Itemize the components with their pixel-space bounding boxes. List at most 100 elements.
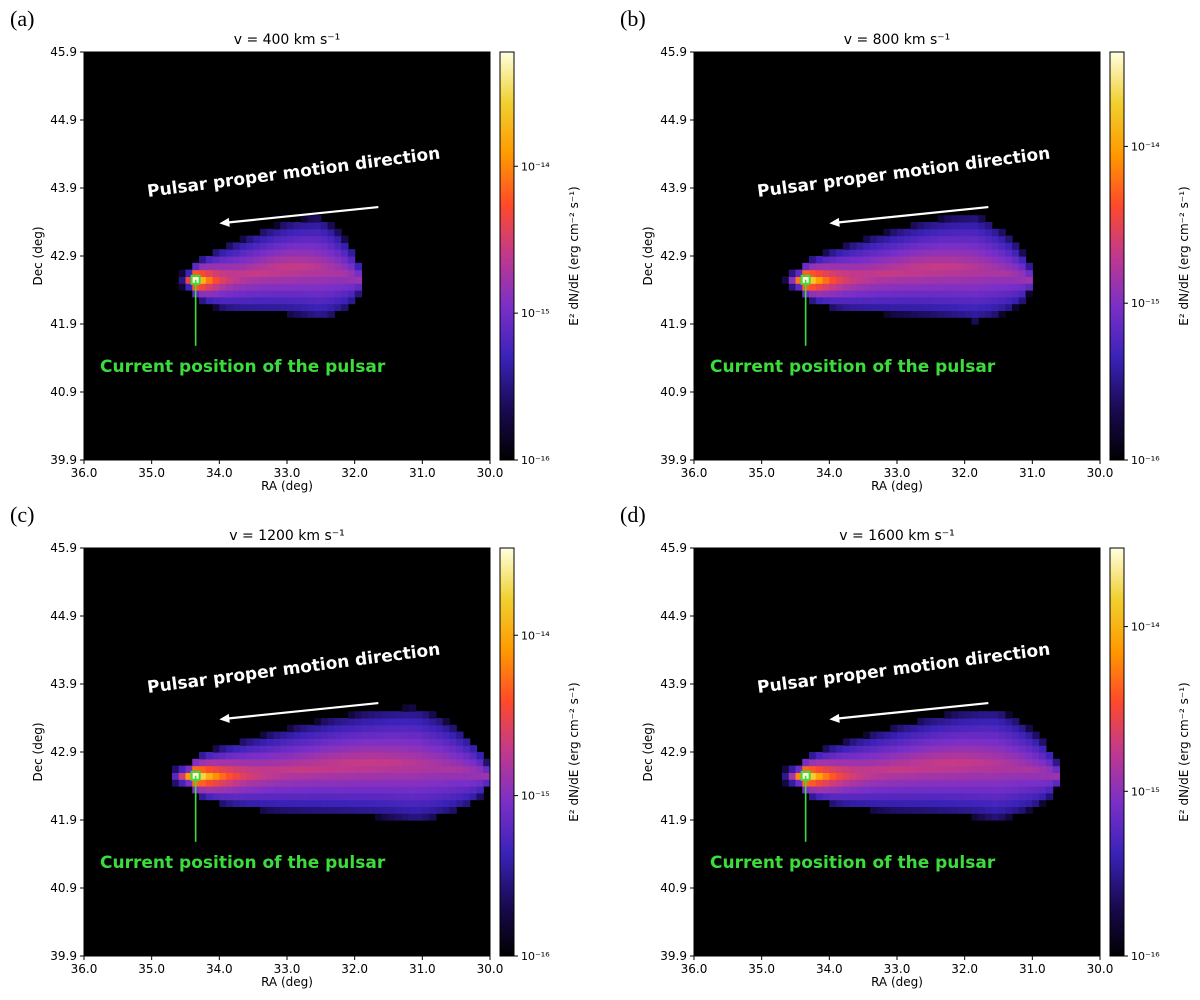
heatmap-cell [951, 249, 959, 257]
heatmap-cell [239, 303, 247, 311]
heatmap-cell [957, 249, 966, 257]
heatmap-cell [1018, 758, 1027, 767]
heatmap-cell [957, 786, 966, 794]
heatmap-cell [429, 779, 437, 787]
heatmap-cell [327, 745, 335, 753]
heatmap-cell [246, 303, 254, 311]
heatmap-cell [964, 249, 973, 257]
heatmap-cell [178, 276, 187, 284]
heatmap-cell [944, 718, 952, 726]
heatmap-cell [924, 806, 932, 814]
heatmap-cell [381, 786, 390, 794]
heatmap-cell [435, 752, 444, 760]
heatmap-cell [944, 752, 952, 760]
heatmap-cell [341, 786, 349, 794]
heatmap-cell [971, 799, 979, 807]
heatmap-cell [795, 779, 803, 787]
heatmap-cell [327, 276, 335, 284]
heatmap-cell [334, 792, 342, 801]
heatmap-cell [944, 242, 952, 250]
heatmap-cell [368, 792, 376, 801]
heatmap-cell [856, 738, 864, 746]
heatmap-cell [320, 242, 329, 250]
heatmap-cell [199, 786, 207, 794]
heatmap-cell [246, 276, 254, 284]
heatmap-cell [836, 792, 844, 801]
heatmap-cell [287, 310, 295, 318]
heatmap-cell [307, 752, 315, 760]
heatmap-cell [964, 786, 973, 794]
heatmap-cell [869, 303, 878, 311]
motion-arrow-head [219, 217, 230, 227]
heatmap-cell [314, 779, 322, 787]
heatmap-cell [293, 806, 302, 814]
heatmap-cell [219, 296, 227, 305]
heatmap-cell [971, 235, 979, 243]
heatmap-cell [395, 745, 403, 753]
heatmap-cell [829, 779, 837, 787]
heatmap-cell [293, 786, 302, 794]
heatmap-cell [842, 752, 851, 760]
heatmap-cell [1005, 738, 1013, 746]
heatmap-cell [964, 792, 973, 801]
heatmap-cell [849, 249, 857, 257]
heatmap-cell [300, 745, 308, 753]
heatmap-cell [422, 765, 430, 773]
heatmap-cell [937, 249, 945, 257]
heatmap-cell [836, 786, 844, 794]
heatmap-cell [937, 290, 945, 298]
heatmap-cell [978, 222, 986, 230]
heatmap-cell [361, 711, 369, 719]
heatmap-cell [307, 806, 315, 814]
heatmap-cell [978, 745, 986, 753]
heatmap-cell [462, 745, 471, 753]
heatmap-cell [1025, 276, 1033, 284]
heatmap-cell [964, 752, 973, 760]
heatmap-cell [483, 772, 490, 780]
heatmap-cell [314, 745, 322, 753]
heatmap-cell [822, 779, 830, 787]
heatmap-cell [863, 799, 871, 807]
heatmap-cell [883, 752, 891, 760]
heatmap-cell [917, 249, 925, 257]
heatmap-cell [246, 290, 254, 298]
motion-arrow-head [219, 713, 230, 723]
heatmap-cell [449, 745, 457, 753]
x-tick-label: 32.0 [951, 962, 978, 976]
heatmap-cell [957, 765, 966, 773]
heatmap-cell [984, 235, 993, 243]
heatmap-cell [435, 758, 444, 767]
heatmap-cell [883, 235, 891, 243]
heatmap-cell [910, 731, 918, 739]
heatmap-cell [1039, 786, 1047, 794]
heatmap-cell [266, 228, 275, 237]
heatmap-cell [849, 242, 857, 250]
heatmap-cell [273, 786, 281, 794]
heatmap-cell [226, 242, 234, 250]
heatmap-cell [1005, 711, 1013, 719]
heatmap-cell [822, 745, 830, 753]
heatmap-cell [199, 283, 207, 291]
heatmap-cell [341, 296, 349, 305]
heatmap-cell [971, 290, 979, 298]
heatmap-cell [1045, 758, 1054, 767]
heatmap-cell [395, 765, 403, 773]
heatmap-cell [280, 786, 288, 794]
heatmap-cell [320, 290, 329, 298]
x-tick-label: 36.0 [681, 962, 708, 976]
heatmap-cell [347, 758, 356, 767]
heatmap-cell [1005, 269, 1013, 277]
heatmap-cell [863, 765, 871, 773]
heatmap-cell [984, 806, 993, 814]
heatmap-cell [395, 779, 403, 787]
heatmap-cell [903, 765, 912, 773]
heatmap-cell [924, 758, 932, 767]
heatmap-cell [320, 724, 329, 733]
heatmap-cell [1005, 235, 1013, 243]
heatmap-cell [287, 806, 295, 814]
heatmap-cell [863, 290, 871, 298]
heatmap-cell [842, 786, 851, 794]
heatmap-cell [897, 786, 905, 794]
heatmap-cell [937, 235, 945, 243]
heatmap-cell [937, 799, 945, 807]
